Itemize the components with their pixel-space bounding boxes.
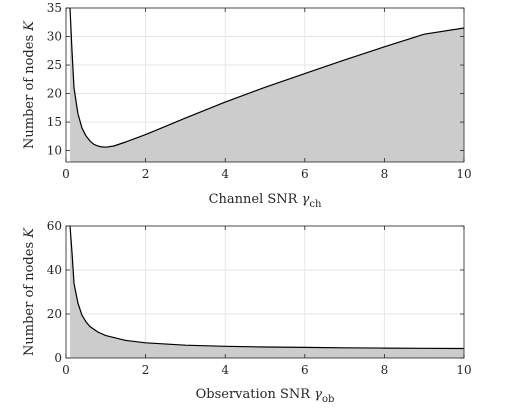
y-tick-label: 10 [47, 144, 62, 158]
y-tick-label: 15 [47, 115, 62, 129]
x-axis-label-symbol: γ [302, 192, 310, 207]
data-line [69, 225, 465, 350]
data-area [70, 8, 464, 162]
y-axis-label-text: Number of nodes [22, 242, 37, 356]
x-axis-label: Channel SNR γch [209, 192, 322, 210]
x-axis-label-subscript: ch [309, 199, 322, 210]
x-axis-label-text: Channel SNR [209, 192, 299, 207]
x-tick-label: 6 [301, 363, 309, 377]
y-tick-label: 40 [47, 263, 62, 277]
x-tick-label: 2 [142, 167, 150, 181]
x-tick-label: 0 [62, 167, 70, 181]
y-tick-label: 20 [47, 307, 62, 321]
y-axis-label: Number of nodes K [22, 20, 37, 149]
x-axis-label-symbol: γ [314, 387, 322, 402]
y-tick-label: 20 [47, 87, 62, 101]
data-line [69, 7, 465, 148]
x-tick-label: 0 [62, 363, 70, 377]
x-tick-label: 10 [456, 363, 471, 377]
data-area [70, 226, 464, 358]
y-axis-label: Number of nodes K [22, 227, 37, 356]
y-tick-label: 35 [47, 1, 62, 15]
x-tick-label: 8 [381, 167, 389, 181]
y-tick-label: 60 [47, 219, 62, 233]
y-axis-label-symbol: K [22, 227, 37, 239]
y-tick-label: 25 [47, 58, 62, 72]
axes-box [65, 7, 465, 163]
x-axis-label-subscript: ob [322, 394, 334, 405]
axes-box [65, 225, 465, 359]
x-tick-label: 8 [381, 363, 389, 377]
y-tick-label: 0 [54, 351, 62, 365]
x-axis-label: Observation SNR γob [196, 387, 335, 405]
channel-snr-plot: 0 2 4 6 8 10 10 15 20 25 30 35 Channel SNR γch Number… [22, 1, 472, 210]
y-axis-label-text: Number of nodes [22, 35, 37, 149]
y-axis-label-symbol: K [22, 20, 37, 32]
x-tick-label: 6 [301, 167, 309, 181]
x-axis-label-text: Observation SNR [196, 387, 312, 402]
x-tick-label: 4 [221, 363, 229, 377]
y-tick-label: 30 [47, 30, 62, 44]
x-tick-label: 10 [456, 167, 471, 181]
x-tick-label: 2 [142, 363, 150, 377]
x-tick-label: 4 [221, 167, 229, 181]
observation-snr-plot: 0 2 4 6 8 10 0 20 40 60 Observation SNR γob Number … [22, 219, 472, 405]
